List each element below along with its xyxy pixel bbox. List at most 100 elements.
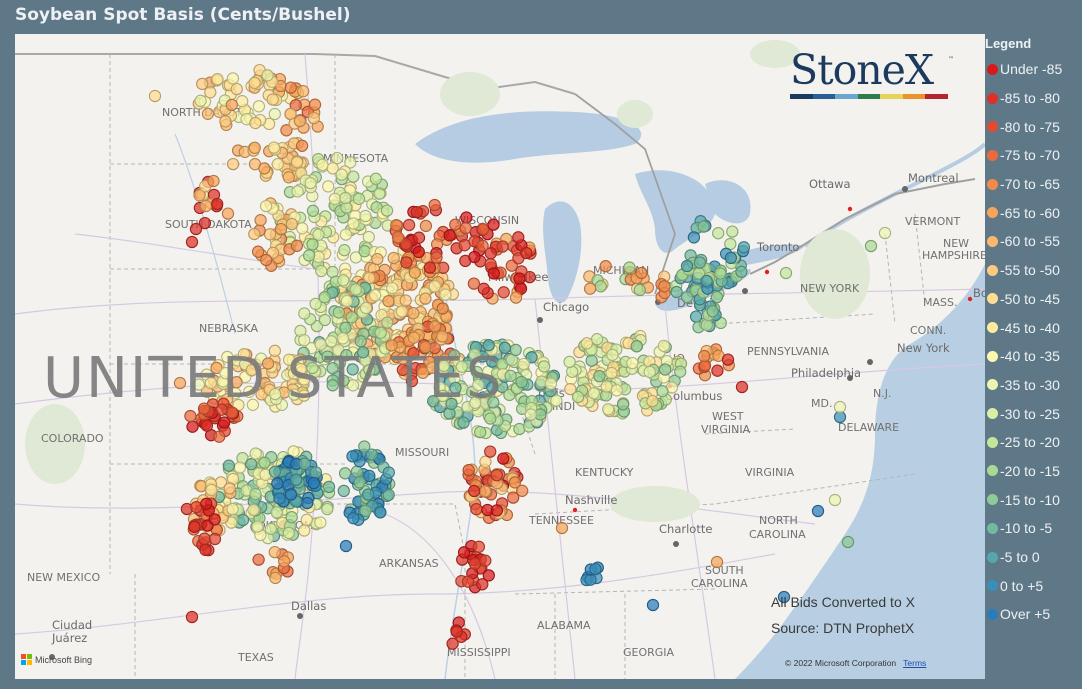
basis-dot[interactable] [321, 502, 334, 516]
basis-dot[interactable] [390, 219, 403, 232]
basis-dot[interactable] [192, 378, 206, 391]
basis-dot[interactable] [470, 503, 483, 516]
legend-item[interactable]: -65 to -60 [985, 198, 1082, 227]
basis-dot[interactable] [449, 218, 462, 231]
basis-dot[interactable] [298, 307, 311, 320]
basis-dot[interactable] [428, 280, 441, 293]
basis-dot[interactable] [297, 389, 311, 402]
basis-dot[interactable] [467, 277, 481, 290]
basis-dot[interactable] [525, 351, 538, 364]
basis-dot[interactable] [298, 524, 311, 537]
basis-dot[interactable] [261, 69, 274, 82]
basis-dot[interactable] [599, 260, 612, 273]
basis-dot[interactable] [194, 94, 207, 107]
basis-dot[interactable] [419, 292, 432, 305]
basis-dot[interactable] [268, 107, 281, 121]
basis-dot[interactable] [484, 445, 497, 458]
basis-dot[interactable] [322, 180, 335, 193]
basis-dot[interactable] [430, 251, 443, 264]
basis-dot[interactable] [490, 469, 503, 482]
basis-dot[interactable] [427, 395, 440, 408]
basis-dot[interactable] [248, 227, 261, 241]
basis-dot[interactable] [497, 286, 510, 299]
basis-dot[interactable] [236, 95, 249, 108]
basis-dot[interactable] [387, 251, 400, 265]
basis-dot[interactable] [316, 158, 329, 171]
basis-dot[interactable] [468, 557, 482, 570]
basis-dot[interactable] [643, 365, 656, 379]
basis-dot[interactable] [468, 250, 481, 264]
basis-dot[interactable] [346, 450, 359, 463]
basis-dot[interactable] [374, 326, 387, 339]
basis-dot[interactable] [737, 241, 751, 254]
basis-dot[interactable] [236, 513, 250, 527]
basis-dot[interactable] [200, 497, 213, 510]
basis-dot[interactable] [282, 171, 295, 184]
terms-link[interactable]: Terms [903, 658, 927, 668]
legend-item[interactable]: Under -85 [985, 55, 1082, 84]
basis-dot[interactable] [583, 282, 597, 295]
basis-dot[interactable] [339, 321, 352, 334]
basis-dot[interactable] [326, 379, 339, 392]
basis-dot[interactable] [307, 476, 320, 490]
basis-dot[interactable] [484, 412, 497, 425]
basis-dot[interactable] [368, 289, 382, 302]
basis-dot[interactable] [724, 251, 738, 265]
basis-dot[interactable] [200, 419, 214, 432]
basis-dot[interactable] [594, 280, 607, 293]
basis-dot[interactable] [230, 82, 243, 96]
basis-dot[interactable] [346, 363, 359, 376]
basis-dot[interactable] [524, 408, 537, 421]
basis-dot[interactable] [693, 256, 707, 269]
basis-dot[interactable] [186, 420, 199, 433]
basis-dot[interactable] [698, 349, 711, 363]
basis-dot[interactable] [337, 484, 350, 498]
basis-dot[interactable] [363, 363, 376, 377]
basis-dot[interactable] [512, 231, 525, 244]
basis-dot[interactable] [626, 356, 639, 370]
basis-dot[interactable] [697, 220, 710, 233]
basis-dot[interactable] [269, 571, 282, 585]
basis-dot[interactable] [735, 380, 749, 394]
basis-dot[interactable] [347, 217, 360, 230]
basis-dot[interactable] [563, 355, 576, 369]
basis-dot[interactable] [326, 362, 339, 375]
basis-dot[interactable] [205, 483, 218, 497]
basis-dot[interactable] [349, 283, 362, 296]
basis-dot[interactable] [382, 466, 395, 479]
basis-dot[interactable] [517, 357, 530, 371]
legend-item[interactable]: -10 to -5 [985, 514, 1082, 543]
basis-dot[interactable] [680, 291, 694, 304]
basis-dot[interactable] [358, 440, 371, 453]
basis-dot[interactable] [210, 361, 223, 375]
basis-dot[interactable] [251, 520, 264, 533]
basis-dot[interactable] [353, 476, 366, 489]
basis-dot[interactable] [211, 73, 224, 86]
basis-dot[interactable] [347, 170, 360, 183]
basis-dot[interactable] [197, 402, 211, 415]
basis-dot[interactable] [550, 394, 563, 407]
basis-dot[interactable] [243, 385, 256, 398]
basis-dot[interactable] [402, 218, 416, 232]
basis-dot[interactable] [584, 573, 597, 586]
basis-dot[interactable] [339, 191, 352, 205]
basis-dot[interactable] [395, 305, 409, 318]
basis-dot[interactable] [482, 569, 495, 582]
basis-dot[interactable] [508, 476, 522, 489]
basis-dot[interactable] [516, 484, 529, 497]
legend-item[interactable]: Over +5 [985, 600, 1082, 629]
basis-dot[interactable] [515, 375, 528, 389]
basis-dot[interactable] [580, 337, 594, 350]
basis-dot[interactable] [436, 302, 449, 315]
basis-dot[interactable] [268, 344, 282, 357]
basis-dot[interactable] [428, 198, 441, 212]
basis-dot[interactable] [680, 259, 694, 273]
basis-dot[interactable] [245, 458, 258, 471]
basis-dot[interactable] [410, 205, 423, 219]
basis-dot[interactable] [710, 290, 724, 304]
basis-dot[interactable] [587, 387, 601, 400]
legend-item[interactable]: -20 to -15 [985, 457, 1082, 486]
basis-dot[interactable] [261, 357, 275, 370]
basis-dot[interactable] [555, 521, 569, 535]
basis-dot[interactable] [248, 76, 261, 90]
